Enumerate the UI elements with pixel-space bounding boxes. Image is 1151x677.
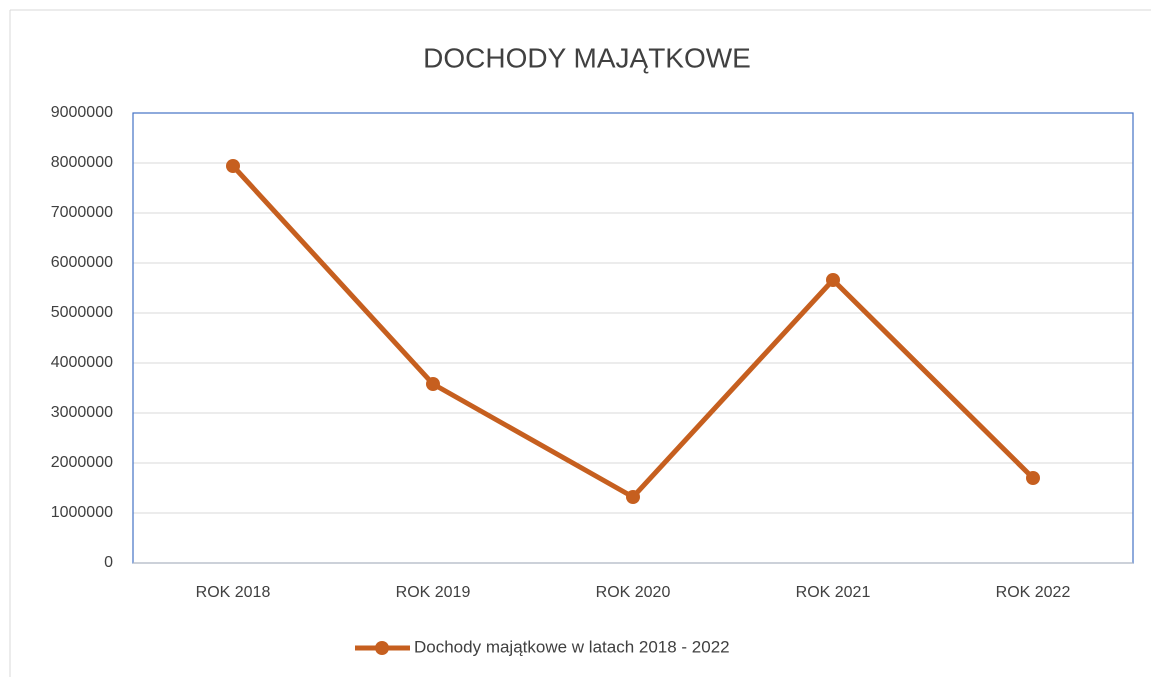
x-tick-label: ROK 2020	[596, 584, 671, 601]
x-tick-label: ROK 2022	[996, 584, 1071, 601]
legend-marker	[375, 641, 389, 655]
series-line	[231, 164, 1035, 500]
data-point	[626, 490, 640, 504]
data-point	[226, 159, 240, 173]
data-point	[426, 377, 440, 391]
x-tick-label: ROK 2018	[196, 584, 271, 601]
y-tick-label: 1000000	[51, 504, 113, 521]
x-tick-label: ROK 2021	[796, 584, 871, 601]
y-tick-label: 4000000	[51, 354, 113, 371]
legend-label: Dochody majątkowe w latach 2018 - 2022	[414, 637, 730, 656]
y-tick-label: 8000000	[51, 154, 113, 171]
y-tick-label: 0	[104, 554, 113, 571]
y-tick-label: 2000000	[51, 454, 113, 471]
y-tick-label: 9000000	[51, 104, 113, 121]
y-tick-label: 3000000	[51, 404, 113, 421]
data-point	[826, 273, 840, 287]
x-tick-label: ROK 2019	[396, 584, 471, 601]
y-tick-label: 5000000	[51, 304, 113, 321]
chart-title: DOCHODY MAJĄTKOWE	[423, 42, 751, 73]
data-point	[1026, 471, 1040, 485]
y-tick-label: 6000000	[51, 254, 113, 271]
y-tick-label: 7000000	[51, 204, 113, 221]
